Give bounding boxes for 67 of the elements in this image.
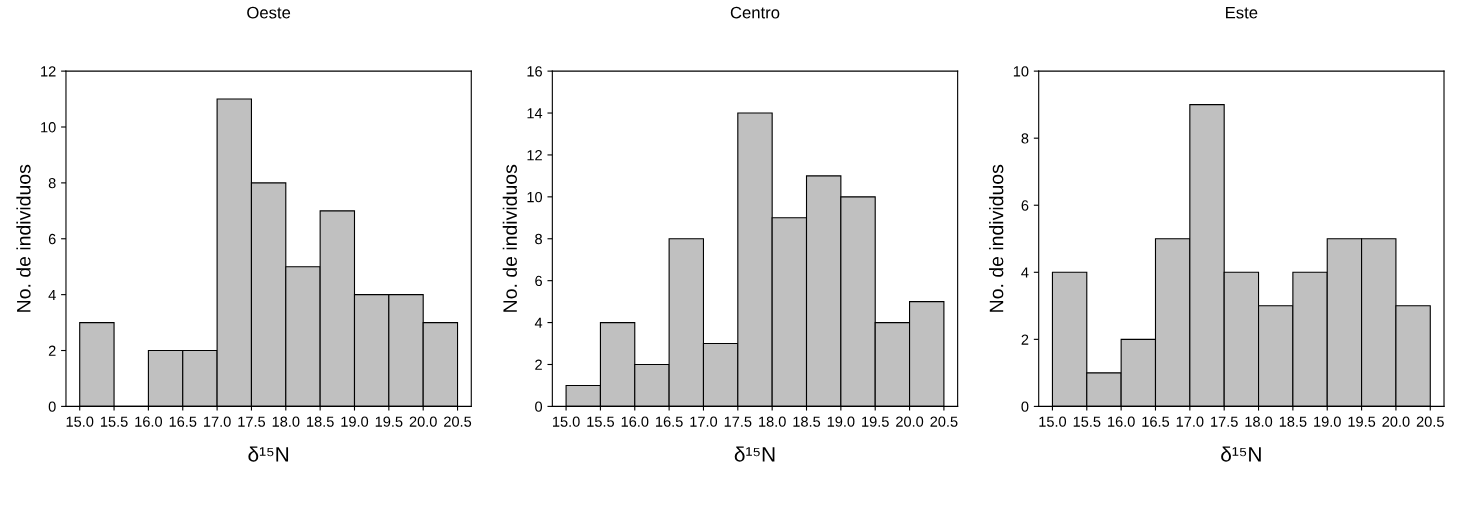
x-axis-title: δ¹⁵N [248, 446, 289, 462]
x-tick-label: 19.0 [1314, 416, 1341, 427]
x-tick-label: 20.0 [1382, 416, 1410, 427]
x-tick-label: 18.5 [1279, 416, 1307, 427]
x-tick-label: 15.0 [1039, 416, 1067, 427]
x-tick-label: 20.5 [444, 416, 472, 427]
x-tick-label: 18.0 [272, 416, 300, 427]
x-tick-label: 17.5 [1211, 416, 1238, 427]
x-tick-label: 17.0 [204, 416, 231, 427]
y-tick-label: 2 [535, 359, 542, 370]
y-tick-label: 0 [1021, 401, 1029, 412]
y-tick-label: 6 [535, 275, 542, 287]
y-tick-label: 10 [1013, 66, 1029, 77]
x-tick-label: 16.0 [1108, 416, 1135, 427]
y-axis-title: No. de individuos [989, 164, 1004, 312]
y-tick-label: 10 [41, 122, 56, 133]
y-tick-label: 6 [48, 233, 56, 245]
x-tick-label: 16.5 [1142, 416, 1170, 427]
y-tick-label: 8 [1021, 133, 1029, 144]
y-tick-label: 8 [535, 233, 542, 245]
x-tick-label: 17.5 [238, 416, 266, 427]
x-tick-label: 17.0 [1176, 416, 1204, 427]
x-tick-label: 19.5 [375, 416, 403, 427]
x-axis-title: δ¹⁵N [734, 446, 775, 462]
x-tick-label: 18.5 [307, 416, 334, 427]
x-tick-label: 19.0 [827, 416, 855, 427]
y-tick-label: 2 [1021, 334, 1029, 345]
y-tick-label: 4 [1021, 267, 1029, 278]
x-tick-label: 16.5 [656, 416, 683, 427]
y-tick-label: 12 [41, 66, 56, 77]
x-tick-label: 20.5 [1416, 416, 1444, 427]
y-tick-label: 12 [527, 150, 542, 161]
y-tick-label: 14 [527, 108, 543, 119]
x-axis-title: δ¹⁵N [1221, 446, 1261, 462]
x-tick-label: 16.0 [135, 416, 163, 427]
y-axis-title: No. de individuos [502, 164, 517, 312]
y-tick-label: 4 [534, 317, 543, 328]
y-tick-label: 0 [535, 401, 543, 412]
y-tick-label: 16 [527, 66, 542, 77]
y-tick-label: 8 [48, 177, 56, 189]
x-tick-label: 20.0 [409, 416, 437, 427]
x-tick-label: 15.0 [553, 416, 580, 427]
y-tick-label: 0 [48, 401, 56, 412]
x-tick-label: 19.5 [862, 416, 889, 427]
x-tick-label: 19.0 [341, 416, 369, 427]
x-tick-label: 19.5 [1348, 416, 1376, 427]
x-tick-label: 17.0 [690, 416, 718, 427]
x-tick-label: 15.5 [587, 416, 615, 427]
x-tick-label: 18.0 [1245, 416, 1273, 427]
chart-title: Oeste [247, 6, 291, 19]
x-tick-label: 18.5 [793, 416, 821, 427]
x-tick-label: 20.0 [896, 416, 924, 427]
chart-title: Centro [730, 6, 780, 19]
y-tick-label: 4 [48, 289, 56, 300]
x-tick-label: 15.5 [1073, 416, 1101, 427]
x-tick-label: 16.0 [621, 416, 649, 427]
x-tick-label: 20.5 [930, 416, 958, 427]
x-tick-label: 18.0 [759, 416, 786, 427]
x-tick-label: 15.5 [100, 416, 128, 427]
y-axis-title: No. de individuos [16, 164, 31, 312]
y-tick-label: 6 [1021, 200, 1029, 211]
x-tick-label: 17.5 [724, 416, 752, 427]
x-tick-label: 15.0 [66, 416, 94, 427]
y-tick-label: 10 [527, 191, 543, 203]
chart-title: Este [1226, 6, 1258, 19]
x-tick-label: 16.5 [169, 416, 197, 427]
y-tick-label: 2 [48, 345, 56, 356]
